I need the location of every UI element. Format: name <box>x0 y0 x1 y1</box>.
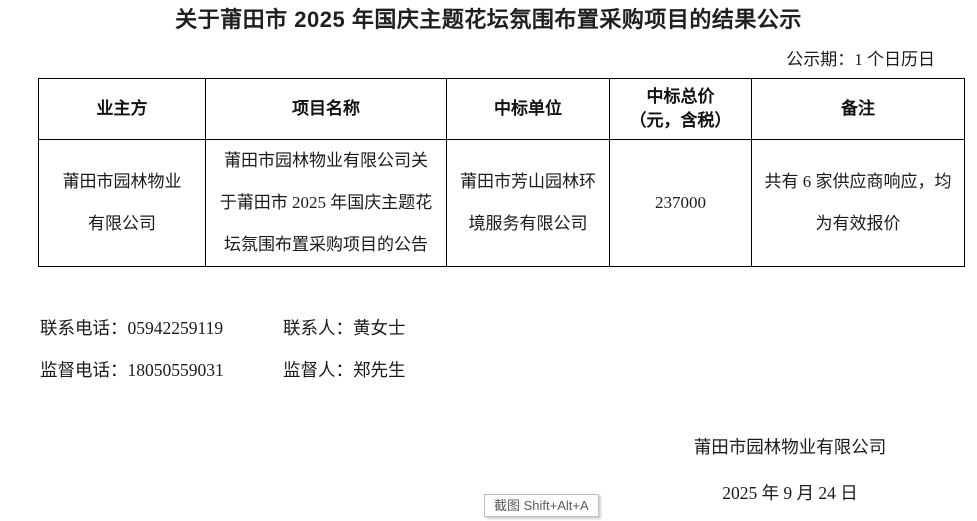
contact-person: 联系人：黄女士 <box>283 317 406 338</box>
col-header-owner: 业主方 <box>38 78 206 140</box>
col-header-remark: 备注 <box>751 78 965 140</box>
supervision-line: 监督电话：18050559031 监督人：郑先生 <box>40 356 406 382</box>
signature-date: 2025 年 9 月 24 日 <box>722 483 858 503</box>
screenshot-shortcut-tooltip: 截图 Shift+Alt+A <box>484 494 599 517</box>
col-header-price: 中标总价 （元，含税） <box>609 78 752 140</box>
result-table: 业主方 项目名称 中标单位 中标总价 （元，含税） 备注 莆田市园林物业 有限公… <box>38 78 965 267</box>
supervision-phone: 监督电话：18050559031 <box>40 359 224 380</box>
table-row: 莆田市园林物业 有限公司 莆田市园林物业有限公司关 于莆田市 2025 年国庆主… <box>38 139 965 267</box>
col-header-winner: 中标单位 <box>446 78 610 140</box>
contact-line: 联系电话：05942259119 联系人：黄女士 <box>40 314 406 340</box>
page-title: 关于莆田市 2025 年国庆主题花坛氛围布置采购项目的结果公示 <box>175 7 802 32</box>
col-header-project: 项目名称 <box>205 78 447 140</box>
cell-price: 237000 <box>609 139 752 267</box>
cell-winner: 莆田市芳山园林环 境服务有限公司 <box>446 139 610 267</box>
table-header-row: 业主方 项目名称 中标单位 中标总价 （元，含税） 备注 <box>38 78 965 140</box>
signature-company: 莆田市园林物业有限公司 <box>693 437 887 457</box>
cell-owner: 莆田市园林物业 有限公司 <box>38 139 206 267</box>
signature-block: 莆田市园林物业有限公司 2025 年 9 月 24 日 <box>640 434 940 506</box>
publicity-period: 公示期：1 个日历日 <box>786 50 935 69</box>
supervision-person: 监督人：郑先生 <box>283 359 406 380</box>
cell-project: 莆田市园林物业有限公司关 于莆田市 2025 年国庆主题花 坛氛围布置采购项目的… <box>205 139 447 267</box>
cell-remark: 共有 6 家供应商响应，均 为有效报价 <box>751 139 965 267</box>
contact-info: 联系电话：05942259119 联系人：黄女士 监督电话：1805055903… <box>40 314 406 398</box>
contact-phone: 联系电话：05942259119 <box>40 317 224 338</box>
